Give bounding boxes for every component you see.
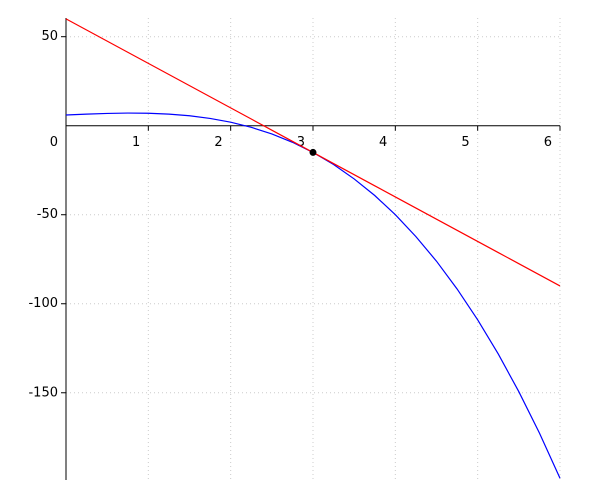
x-tick-label: 1	[132, 135, 140, 150]
line	[65, 112, 561, 479]
x-tick-label: 4	[379, 135, 387, 150]
x-tick-label: 6	[544, 135, 552, 150]
x-tick-label: 3	[297, 135, 305, 150]
y-tick-label: 50	[41, 29, 58, 44]
x-tick-label: 0	[50, 135, 58, 150]
tangent-point	[309, 148, 317, 156]
y-tick-label: -150	[28, 385, 58, 400]
x-tick-label: 2	[214, 135, 222, 150]
y-tick-label: -50	[37, 207, 58, 222]
x-tick-label: 5	[461, 135, 469, 150]
y-tick-label: -100	[28, 296, 58, 311]
